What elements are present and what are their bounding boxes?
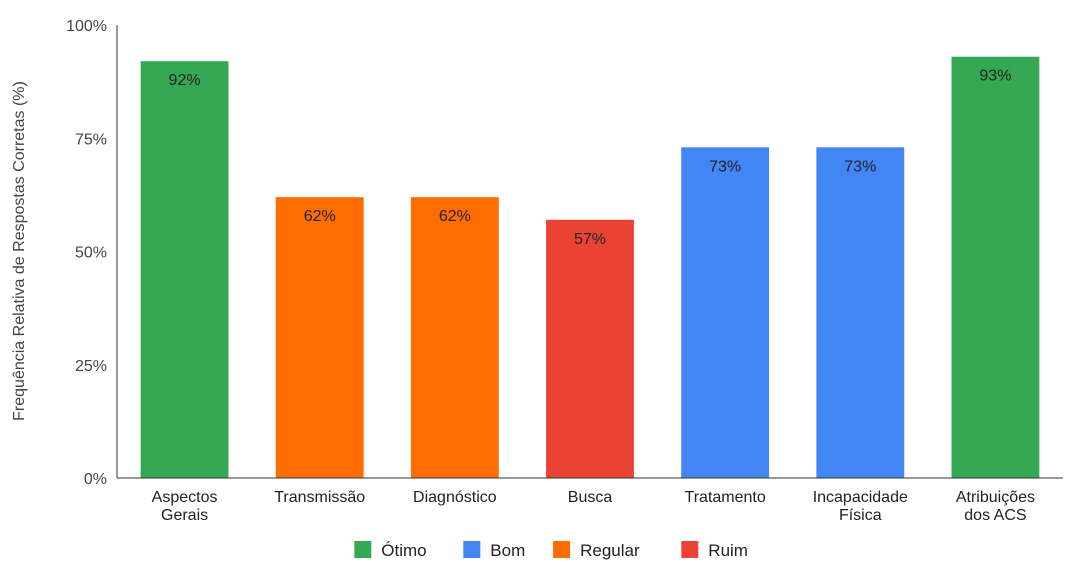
x-category-label: Aspectos Gerais (152, 489, 218, 524)
x-category-label: Transmissão (274, 489, 365, 506)
y-tick-label: 0% (84, 471, 107, 488)
bar (410, 197, 499, 478)
bar (816, 147, 905, 478)
legend-swatch (553, 541, 571, 558)
x-category-label: Diagnóstico (413, 489, 497, 506)
x-category-label-line: Diagnóstico (413, 489, 497, 506)
bar-data-label: 57% (574, 231, 606, 248)
y-axis-ticks: 0% 25% 50% 75% 100% (66, 18, 107, 488)
bar (681, 147, 770, 478)
bar (275, 197, 364, 478)
x-category-label-line: Tratamento (685, 489, 766, 506)
legend-swatch (681, 541, 699, 558)
x-category-label: Busca (568, 489, 613, 506)
bar (951, 56, 1040, 479)
bar-data-label: 73% (709, 158, 741, 175)
x-category-label-line: Física (839, 507, 882, 524)
legend-swatch (354, 541, 372, 558)
legend-label: Ótimo (381, 541, 426, 560)
legend-label: Regular (580, 541, 640, 560)
bars-group: 92% 62% 62% 57% 73% 73% 93% (140, 56, 1040, 479)
legend-label: Ruim (708, 541, 748, 560)
bar-data-label: 92% (169, 72, 201, 89)
x-category-label-line: Aspectos (152, 489, 218, 506)
x-axis-labels: Aspectos Gerais Transmissão Diagnóstico Busc… (152, 489, 1035, 524)
bar-data-label: 62% (304, 208, 336, 225)
x-category-label-line: dos ACS (964, 507, 1026, 524)
x-category-label-line: Incapacidade (813, 489, 908, 506)
y-tick-label: 100% (66, 18, 107, 35)
y-tick-label: 25% (75, 358, 107, 375)
y-tick-label: 50% (75, 245, 107, 262)
y-axis-label: Frequência Relativa de Respostas Correta… (11, 81, 28, 421)
legend: Ótimo Bom Regular Ruim (354, 541, 748, 560)
legend-label: Bom (490, 541, 525, 560)
bar-data-label: 62% (439, 208, 471, 225)
x-category-label-line: Atribuições (956, 489, 1035, 506)
x-category-label: Atribuições dos ACS (956, 489, 1035, 524)
bar-data-label: 73% (844, 158, 876, 175)
x-category-label-line: Transmissão (274, 489, 365, 506)
bar (546, 219, 634, 479)
y-tick-label: 75% (75, 131, 107, 148)
bar (140, 61, 229, 479)
x-category-label: Tratamento (685, 489, 766, 506)
x-category-label-line: Gerais (161, 507, 208, 524)
legend-swatch (463, 541, 481, 558)
x-category-label: Incapacidade Física (813, 489, 908, 524)
bar-data-label: 93% (979, 68, 1011, 85)
x-category-label-line: Busca (568, 489, 613, 506)
